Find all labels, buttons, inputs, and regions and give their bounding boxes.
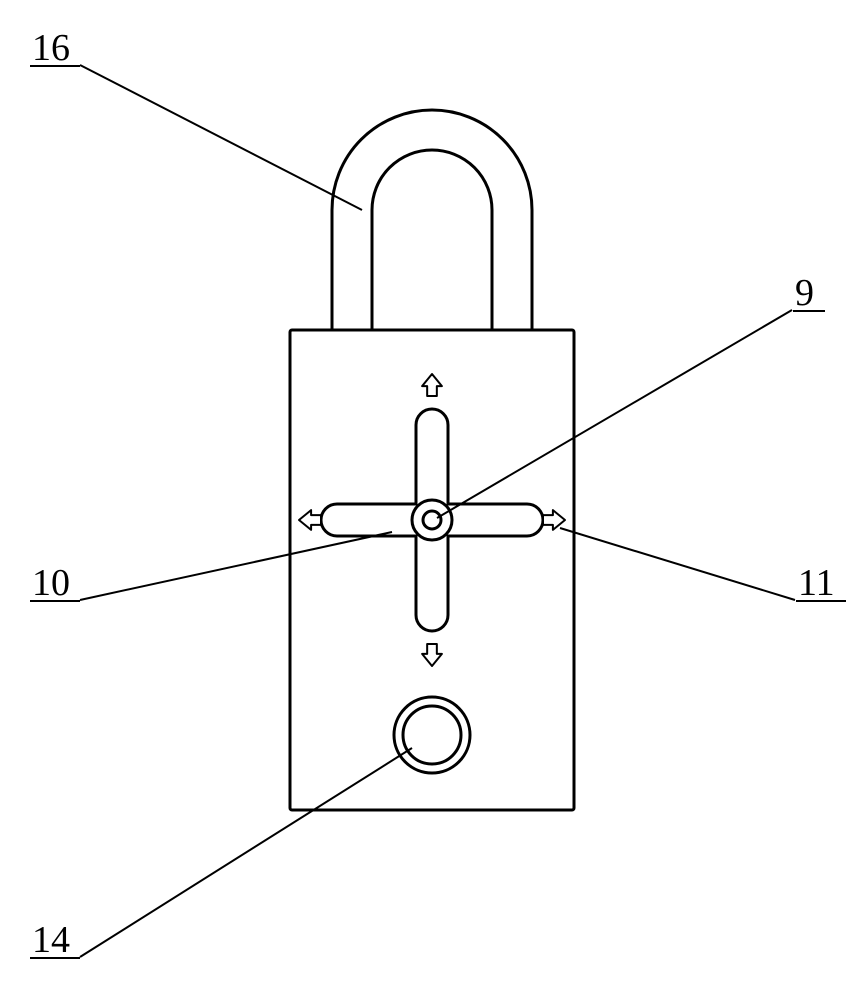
leader-14	[80, 748, 412, 957]
label-11: 11	[798, 562, 835, 604]
leader-11	[560, 528, 795, 600]
shackle-outer	[332, 110, 532, 330]
padlock-diagram: 16 9 10 11 14	[0, 0, 867, 1000]
label-10: 10	[32, 562, 70, 604]
label-14: 14	[32, 919, 70, 961]
label-16: 16	[32, 27, 70, 69]
label-9: 9	[795, 272, 814, 314]
leader-16	[80, 65, 362, 210]
button-inner	[403, 706, 461, 764]
shackle-inner	[372, 150, 492, 330]
knob-inner	[423, 511, 441, 529]
